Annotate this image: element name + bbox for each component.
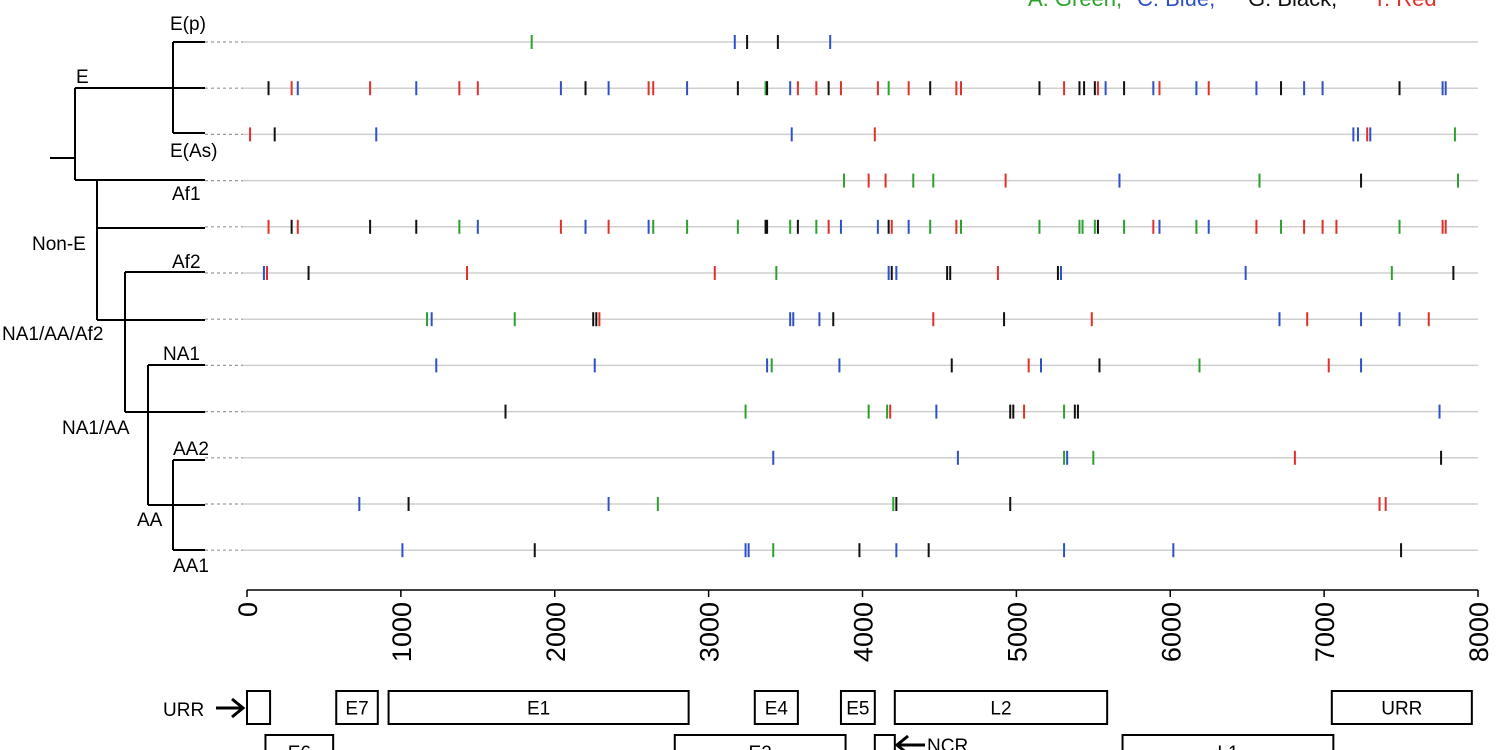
gene-label: E5: [846, 699, 869, 720]
gene-box: [839, 690, 876, 725]
leaf-label-af2: Af2: [172, 252, 201, 273]
gene-box: [246, 690, 272, 725]
gene-bottom: L1: [1121, 734, 1335, 750]
gene-label: L1: [1217, 743, 1238, 750]
gene-bottom: E6: [264, 734, 335, 750]
tree-branch-e-node: [74, 87, 173, 180]
gene-label: URR: [1381, 699, 1422, 720]
track-row: [205, 450, 1478, 465]
urr-arrow-icon: [216, 697, 246, 719]
position-axis: 0 1000 2000 3000 4000 5000 6000 7000 8000: [233, 589, 1494, 662]
axis-tick-label: 2000: [541, 602, 571, 662]
phylogenetic-tree: [50, 41, 205, 551]
gene-box: [1330, 690, 1473, 725]
gene-top: E5: [839, 690, 876, 725]
track-row: [205, 219, 1478, 234]
leaf-label-aa1: AA1: [173, 556, 209, 577]
track-row: [205, 312, 1478, 327]
ncr-arrow-icon: [894, 734, 925, 750]
gene-map-annotations: URR NCR: [163, 697, 968, 750]
node-label-e: E: [76, 67, 89, 88]
variant-tracks: [205, 35, 1478, 558]
track-row: [205, 404, 1478, 419]
axis-tick-label: 8000: [1464, 602, 1494, 662]
gene-bottom: E2: [673, 734, 847, 750]
tree-branch-na1-aa-af2: [97, 271, 205, 412]
gene-top: E7: [335, 690, 379, 725]
gene-box: [335, 690, 379, 725]
axis-tick-label: 7000: [1310, 602, 1340, 662]
gene-top: [246, 690, 272, 725]
axis-tick-label: 0: [233, 602, 263, 617]
node-label-na1-aa: NA1/AA: [62, 418, 130, 439]
track-row: [205, 81, 1478, 96]
track-row: [205, 543, 1478, 558]
gene-label: L2: [990, 699, 1011, 720]
leaf-label-aa2: AA2: [173, 439, 209, 460]
track-row: [205, 173, 1478, 188]
tree-branch-non-e: [75, 179, 205, 320]
legend-g-black: G: Black,: [1248, 0, 1337, 11]
node-label-non-e: Non-E: [32, 234, 86, 255]
gene-map: E6 E2 L1 E7 E1 E4 E5 L2 URR: [246, 690, 1473, 750]
track-row: [205, 35, 1478, 49]
leaf-label-e-p: E(p): [170, 14, 206, 35]
axis-tick-label: 6000: [1156, 602, 1186, 662]
nucleotide-legend: A: Green, C: Blue, G: Black, T: Red: [1028, 0, 1437, 11]
axis-tick-label: 1000: [387, 602, 417, 662]
gene-top: E1: [387, 690, 690, 725]
gene-top: URR: [1330, 690, 1473, 725]
tree-labels: E(p) E(As) Af1 Af2 NA1 AA2 AA AA1 E Non-…: [2, 14, 218, 577]
leaf-label-e-as: E(As): [170, 141, 218, 162]
track-row: [205, 266, 1478, 280]
gene-box: [1121, 734, 1335, 750]
axis-tick-label: 5000: [1002, 602, 1032, 662]
gene-box: [673, 734, 847, 750]
gene-box: [873, 734, 896, 750]
node-label-na1-aa-af2: NA1/AA/Af2: [2, 324, 103, 345]
gene-bottom: [873, 734, 896, 750]
legend-c-blue: C: Blue,: [1137, 0, 1215, 11]
leaf-label-na1: NA1: [163, 344, 200, 365]
track-row: [205, 127, 1478, 142]
urr-left-label: URR: [163, 700, 204, 721]
tree-branch-aa: [148, 459, 205, 551]
gene-label: E4: [765, 699, 789, 720]
gene-box: [387, 690, 690, 725]
legend-t-red: T: Red: [1373, 0, 1437, 11]
gene-top: L2: [893, 690, 1109, 725]
tree-branch-e-group: [172, 41, 205, 134]
tree-branch-na1-aa: [125, 364, 205, 505]
gene-box: [893, 690, 1109, 725]
track-row: [205, 497, 1478, 511]
gene-label: E6: [288, 743, 311, 750]
gene-top: E4: [753, 690, 799, 725]
gene-label: E1: [527, 699, 550, 720]
legend-a-green: A: Green,: [1028, 0, 1122, 11]
gene-box: [264, 734, 335, 750]
gene-box: [753, 690, 799, 725]
axis-tick-label: 3000: [695, 602, 725, 662]
gene-label: E2: [749, 743, 772, 750]
leaf-label-af1: Af1: [172, 184, 201, 205]
track-row: [205, 358, 1478, 373]
ncr-label: NCR: [927, 736, 968, 750]
gene-label: E7: [345, 699, 368, 720]
node-label-aa: AA: [137, 510, 163, 531]
axis-tick-label: 4000: [849, 602, 879, 662]
